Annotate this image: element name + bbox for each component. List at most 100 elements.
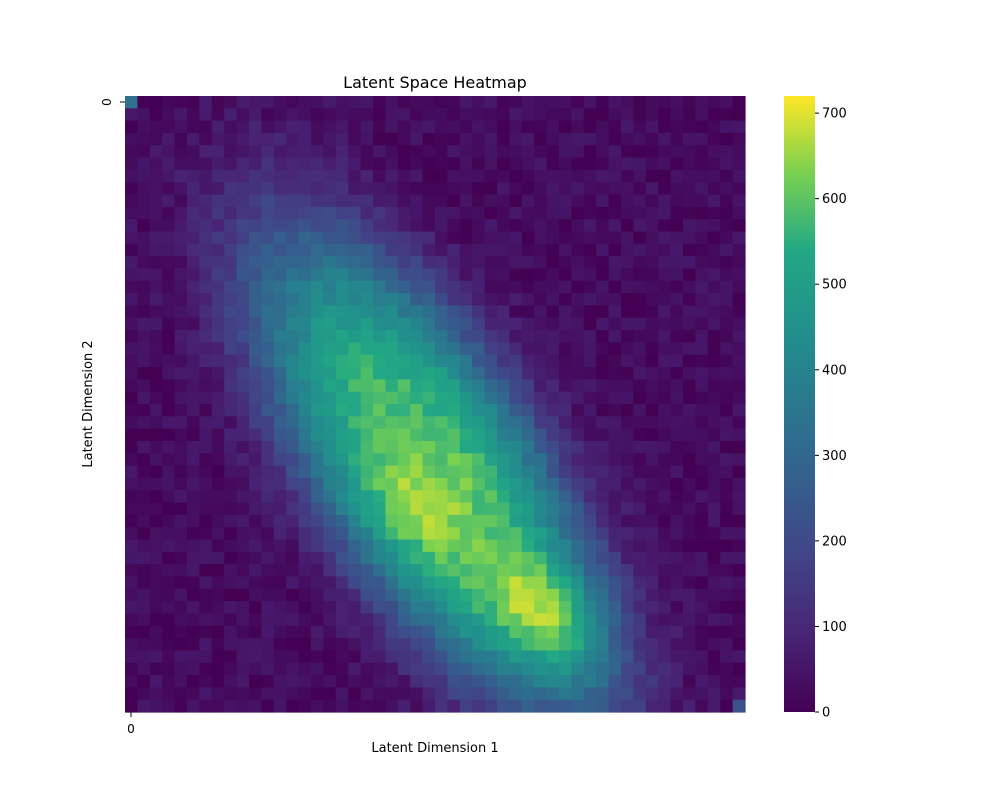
heatmap-cell (335, 465, 349, 479)
heatmap-cell (249, 576, 262, 590)
heatmap-cell (608, 231, 622, 245)
heatmap-cell (286, 182, 300, 196)
heatmap-cell (497, 514, 510, 528)
heatmap-cell (249, 675, 262, 688)
heatmap-cell (732, 551, 746, 565)
heatmap-cell (273, 638, 287, 651)
heatmap-cell (583, 169, 597, 183)
heatmap-cell (273, 465, 287, 479)
heatmap-cell (521, 169, 535, 183)
heatmap-cell (559, 687, 572, 701)
heatmap-cell (125, 490, 138, 504)
heatmap-cell (459, 527, 473, 541)
heatmap-cell (298, 120, 312, 134)
heatmap-cell (521, 465, 535, 479)
heatmap-cell (373, 169, 386, 183)
heatmap-cell (125, 699, 138, 713)
heatmap-cell (286, 539, 300, 553)
heatmap-cell (732, 194, 746, 208)
heatmap-cell (645, 206, 659, 220)
heatmap-cell (645, 687, 659, 701)
heatmap-cell (410, 440, 424, 454)
heatmap-cell (621, 404, 634, 417)
heatmap-cell (683, 243, 696, 257)
heatmap-cell (658, 268, 672, 282)
heatmap-cell (298, 551, 312, 565)
heatmap-cell (187, 699, 200, 713)
heatmap-cell (521, 96, 535, 109)
heatmap-cell (373, 108, 386, 122)
heatmap-cell (125, 638, 138, 651)
heatmap-cell (472, 391, 486, 405)
heatmap-cell (670, 502, 684, 516)
heatmap-cell (695, 268, 709, 282)
heatmap-cell (149, 354, 163, 368)
heatmap-cell (459, 453, 473, 467)
heatmap-cell (323, 675, 337, 688)
heatmap-cell (249, 662, 262, 676)
heatmap-cell (571, 687, 585, 701)
heatmap-cell (311, 342, 324, 356)
heatmap-cell (149, 231, 163, 245)
heatmap-cell (484, 490, 498, 504)
heatmap-cell (286, 330, 300, 343)
heatmap-cell (187, 194, 200, 208)
heatmap-cell (633, 662, 647, 676)
heatmap-cell (546, 120, 560, 134)
heatmap-cell (162, 502, 176, 516)
heatmap-cell (199, 145, 213, 159)
heatmap-cell (435, 132, 448, 146)
heatmap-cell (621, 416, 634, 430)
heatmap-cell (348, 514, 362, 528)
heatmap-cell (211, 157, 225, 171)
heatmap-cell (410, 613, 424, 627)
heatmap-cell (583, 675, 597, 688)
heatmap-cell (546, 638, 560, 651)
heatmap-cell (534, 169, 548, 183)
heatmap-cell (323, 527, 337, 541)
heatmap-cell (484, 367, 498, 380)
heatmap-cell (236, 588, 250, 602)
heatmap-cell (261, 194, 275, 208)
heatmap-cell (323, 502, 337, 516)
heatmap-cell (422, 182, 436, 196)
heatmap-cell (484, 268, 498, 282)
heatmap-cell (273, 551, 287, 565)
heatmap-cell (521, 502, 535, 516)
heatmap-cell (670, 391, 684, 405)
heatmap-cell (174, 219, 188, 233)
heatmap-cell (311, 317, 324, 331)
heatmap-cell (596, 465, 610, 479)
heatmap-cell (670, 206, 684, 220)
heatmap-cell (261, 416, 275, 430)
heatmap-cell (459, 354, 473, 368)
heatmap-cell (534, 477, 548, 491)
heatmap-cell (360, 330, 374, 343)
heatmap-cell (149, 404, 163, 417)
heatmap-cell (472, 453, 486, 467)
heatmap-cell (335, 601, 349, 615)
heatmap-cell (459, 477, 473, 491)
heatmap-cell (298, 379, 312, 393)
heatmap-cell (459, 194, 473, 208)
heatmap-cell (720, 465, 734, 479)
heatmap-cell (298, 502, 312, 516)
heatmap-cell (311, 675, 324, 688)
heatmap-cell (385, 477, 399, 491)
heatmap-cell (385, 404, 399, 417)
heatmap-cell (608, 354, 622, 368)
heatmap-cell (472, 293, 486, 307)
heatmap-cell (596, 379, 610, 393)
heatmap-cell (348, 440, 362, 454)
heatmap-cell (707, 687, 721, 701)
heatmap-cell (670, 194, 684, 208)
heatmap-cell (534, 280, 548, 294)
heatmap-cell (311, 194, 324, 208)
heatmap-cell (397, 428, 411, 442)
heatmap-cell (286, 194, 300, 208)
heatmap-cell (373, 588, 386, 602)
heatmap-cell (323, 330, 337, 343)
heatmap-cell (311, 391, 324, 405)
heatmap-cell (546, 231, 560, 245)
heatmap-cell (559, 699, 572, 713)
